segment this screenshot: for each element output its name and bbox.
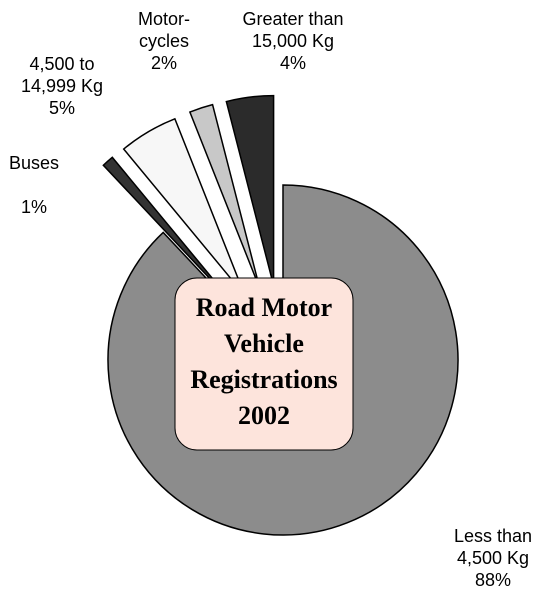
pie-slice [102,156,234,305]
slice-label: 4,500 to 14,999 Kg [20,54,104,96]
value-label: 88% [474,570,512,590]
slice-label-box: Motor-cycles [137,9,190,51]
slice-label: Buses [8,153,60,173]
value-label-box: 4% [279,53,306,73]
pie-slice [188,103,261,289]
slice-label: Greater than 15,000 Kg [242,9,344,51]
value-label: 2% [150,53,177,73]
value-label: 4% [279,53,306,73]
slice-label-box: 4,500 to 14,999 Kg [20,54,104,96]
pie-slice [122,117,246,296]
value-label-box: 88% [474,570,512,590]
value-label: 1% [20,197,47,217]
value-label: 5% [48,98,75,118]
pie-slice [225,94,275,286]
slice-label-box: Greater than 15,000 Kg [242,9,344,51]
slice-label: Less than 4,500 Kg [453,526,533,568]
slice-label: Motor-cycles [137,9,190,51]
slice-label-box: Less than 4,500 Kg [453,526,533,568]
value-label-box: 5% [48,98,75,118]
value-label-box: 2% [150,53,177,73]
slice-label-box: Buses [8,153,60,173]
title-box [174,277,354,451]
chart-title: Road Motor Vehicle Registrations 2002 [190,293,338,430]
chart-title-box: Road Motor Vehicle Registrations 2002 [190,293,338,430]
value-label-box: 1% [20,197,47,217]
